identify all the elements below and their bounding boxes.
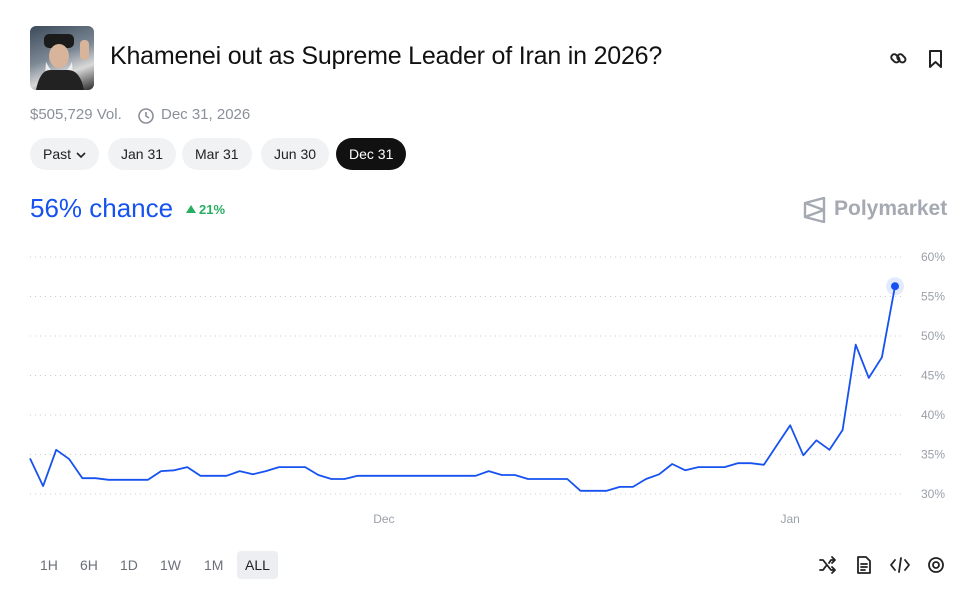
settings-icon[interactable]	[928, 557, 944, 573]
document-icon[interactable]	[857, 556, 871, 574]
y-tick-label: 35%	[921, 448, 945, 462]
date-tab[interactable]: Dec 31	[336, 138, 407, 170]
y-tick-label: 45%	[921, 369, 945, 383]
y-tick-label: 60%	[921, 250, 945, 264]
brand: Polymarket	[834, 197, 948, 220]
time-range[interactable]: 1W	[152, 551, 189, 579]
date-tab[interactable]: Jun 30	[261, 138, 330, 170]
header-actions	[890, 50, 942, 68]
time-range[interactable]: 1M	[196, 551, 231, 579]
y-tick-label: 50%	[921, 329, 945, 343]
chevron	[76, 152, 86, 159]
date-tab-label: Dec 31	[349, 146, 394, 162]
portrait	[36, 34, 89, 90]
chance: 56% chance	[30, 193, 174, 223]
change: 21%	[199, 202, 226, 217]
date-tab[interactable]: Jan 31	[108, 138, 177, 170]
time-range[interactable]: ALL	[237, 551, 278, 579]
date-tab-label: Jun 30	[274, 146, 317, 162]
date-tab[interactable]: Past	[30, 138, 100, 170]
x-tick-label: Dec	[373, 512, 394, 526]
brand-logo	[803, 197, 826, 223]
y-tick-label: 40%	[921, 408, 945, 422]
y-tick-label: 55%	[921, 290, 945, 304]
link-icon[interactable]	[890, 53, 907, 64]
chart-tools	[819, 556, 944, 574]
x-tick-label: Jan	[780, 512, 799, 526]
market-image	[30, 26, 94, 90]
y-tick-label: 30%	[921, 487, 945, 501]
time-range[interactable]: 6H	[72, 551, 106, 579]
chart: 30% 35% 40% 45% 50% 55% 60% Dec Jan	[29, 250, 945, 526]
time-range[interactable]: 1H	[32, 551, 66, 579]
date-tab[interactable]: Mar 31	[182, 138, 252, 170]
current-point	[891, 282, 899, 291]
date-tab-label: Past	[43, 146, 72, 162]
price-line	[29, 286, 896, 492]
volume: $505,729 Vol.	[30, 106, 122, 123]
clock-icon	[138, 108, 154, 124]
bookmark-icon[interactable]	[929, 50, 942, 68]
date-tab-label: Jan 31	[121, 146, 164, 162]
up-arrow	[186, 205, 196, 213]
market-title: Khamenei out as Supreme Leader of Iran i…	[110, 42, 663, 70]
shuffle-icon[interactable]	[819, 556, 836, 574]
embed-icon[interactable]	[890, 557, 910, 573]
time-range[interactable]: 1D	[112, 551, 146, 579]
date-tab-label: Mar 31	[195, 146, 239, 162]
end-date: Dec 31, 2026	[161, 106, 251, 123]
